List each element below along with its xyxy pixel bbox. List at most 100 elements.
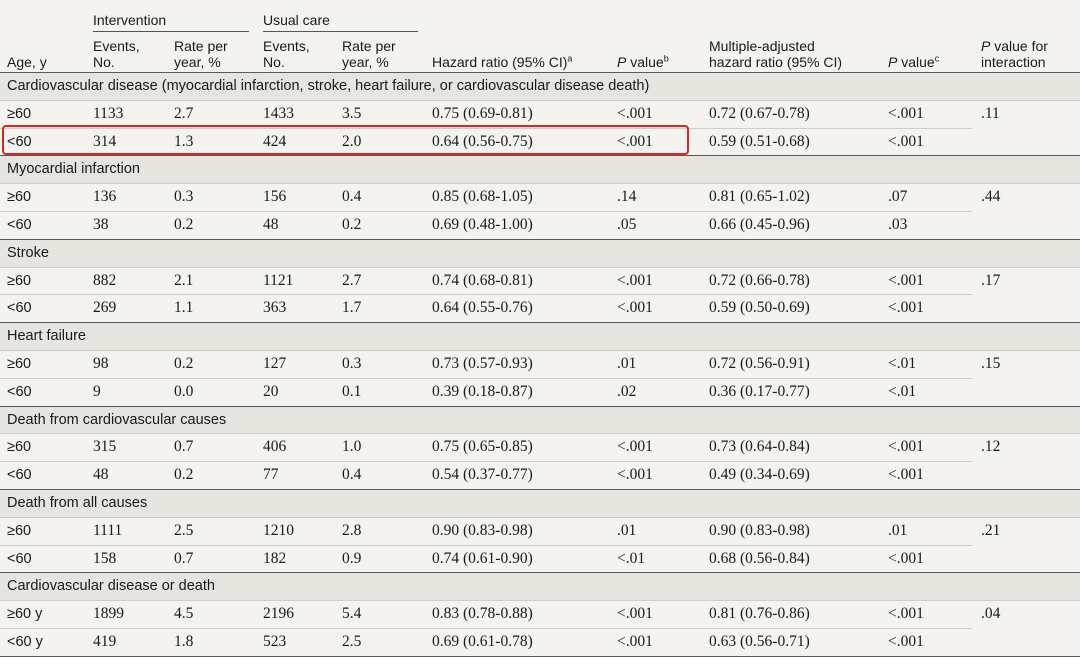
cell-int-rate: 2.1	[174, 272, 194, 289]
cell-uc-events: 127	[263, 355, 287, 372]
cell-madj: 0.59 (0.50-0.69)	[709, 299, 810, 316]
cell-int-events: 1133	[93, 105, 124, 122]
cell-int-events: 98	[93, 355, 109, 372]
cell-int-rate: 0.0	[174, 383, 194, 400]
row-divider	[0, 294, 972, 295]
cell-p-interaction: .04	[981, 605, 1001, 622]
cell-p: <.001	[617, 438, 653, 455]
cell-int-events: 48	[93, 466, 109, 483]
col-header-p-value: P valueb	[617, 53, 669, 70]
cell-int-rate: 0.7	[174, 438, 194, 455]
cell-hr: 0.83 (0.78-0.88)	[432, 605, 533, 622]
section-title: Cardiovascular disease (myocardial infar…	[7, 78, 650, 94]
cell-p: .02	[617, 383, 637, 400]
section-title: Death from all causes	[7, 495, 148, 511]
section-title: Stroke	[7, 245, 49, 261]
cell-uc-rate: 1.7	[342, 299, 362, 316]
cell-madj: 0.73 (0.64-0.84)	[709, 438, 810, 455]
cell-p2: .01	[888, 522, 908, 539]
cell-int-rate: 2.5	[174, 522, 194, 539]
cell-p2: <.001	[888, 633, 924, 650]
cell-madj: 0.66 (0.45-0.96)	[709, 216, 810, 233]
cell-p: <.001	[617, 272, 653, 289]
cell-p: <.001	[617, 105, 653, 122]
col-header-p-interaction: P value for interaction	[981, 38, 1048, 70]
cell-uc-rate: 0.2	[342, 216, 362, 233]
cell-p-interaction: .17	[981, 272, 1001, 289]
row-divider	[0, 628, 972, 629]
cell-uc-rate: 2.0	[342, 133, 362, 150]
section-header-row	[0, 156, 1080, 183]
cell-hr: 0.54 (0.37-0.77)	[432, 466, 533, 483]
cell-uc-rate: 0.9	[342, 550, 362, 567]
group-header-intervention: Intervention	[93, 12, 167, 28]
cell-uc-rate: 2.7	[342, 272, 362, 289]
section-title: Heart failure	[7, 328, 86, 344]
cell-uc-rate: 3.5	[342, 105, 362, 122]
col-header-uc-events: Events, No.	[263, 38, 310, 70]
cell-hr: 0.90 (0.83-0.98)	[432, 522, 533, 539]
cell-age: <60	[7, 300, 32, 316]
cell-uc-events: 1433	[263, 105, 294, 122]
cell-age: <60 y	[7, 634, 43, 650]
row-divider	[0, 267, 1080, 268]
cell-p2: .07	[888, 188, 908, 205]
cell-p-interaction: .12	[981, 438, 1001, 455]
cell-uc-events: 1121	[263, 272, 294, 289]
cell-p2: <.001	[888, 133, 924, 150]
cell-hr: 0.64 (0.55-0.76)	[432, 299, 533, 316]
cell-age: ≥60 y	[7, 606, 43, 622]
cell-int-rate: 0.2	[174, 216, 194, 233]
cell-p-interaction: .21	[981, 522, 1001, 539]
cell-int-events: 1111	[93, 522, 123, 539]
row-divider	[0, 100, 1080, 101]
cell-int-events: 9	[93, 383, 101, 400]
cell-p2: <.01	[888, 355, 917, 372]
cell-age: ≥60	[7, 273, 32, 289]
section-title: Cardiovascular disease or death	[7, 578, 215, 594]
highlight-box	[2, 125, 689, 155]
cell-hr: 0.64 (0.56-0.75)	[432, 133, 533, 150]
row-divider	[0, 378, 972, 379]
group-underline-intervention	[93, 31, 249, 32]
cell-uc-rate: 0.1	[342, 383, 362, 400]
cell-uc-events: 77	[263, 466, 279, 483]
cell-hr: 0.69 (0.48-1.00)	[432, 216, 533, 233]
cell-uc-events: 182	[263, 550, 287, 567]
cell-p: <.001	[617, 299, 653, 316]
row-divider	[0, 211, 972, 212]
row-divider	[0, 322, 1080, 323]
row-divider	[0, 517, 1080, 518]
cell-int-rate: 1.1	[174, 299, 194, 316]
section-title: Death from cardiovascular causes	[7, 412, 227, 428]
cell-p: .01	[617, 522, 637, 539]
cell-p: .14	[617, 188, 637, 205]
cell-p: .05	[617, 216, 637, 233]
section-header-row	[0, 490, 1080, 517]
cell-uc-rate: 0.4	[342, 466, 362, 483]
cell-int-events: 136	[93, 188, 117, 205]
col-header-multiple-adjusted: Multiple-adjusted hazard ratio (95% CI)	[709, 38, 843, 70]
cell-int-rate: 2.7	[174, 105, 194, 122]
cell-uc-events: 156	[263, 188, 287, 205]
cell-int-rate: 0.7	[174, 550, 194, 567]
section-header-row	[0, 573, 1080, 600]
section-header-row	[0, 73, 1080, 100]
cell-uc-rate: 2.8	[342, 522, 362, 539]
cell-p2: <.001	[888, 550, 924, 567]
row-divider	[0, 128, 972, 129]
col-header-int-rate: Rate per year, %	[174, 38, 228, 70]
cell-madj: 0.59 (0.51-0.68)	[709, 133, 810, 150]
cell-p: <.001	[617, 466, 653, 483]
cell-int-events: 269	[93, 299, 117, 316]
section-header-row	[0, 240, 1080, 267]
cell-int-rate: 1.8	[174, 633, 194, 650]
cell-madj: 0.63 (0.56-0.71)	[709, 633, 810, 650]
cell-uc-rate: 1.0	[342, 438, 362, 455]
section-header-row	[0, 407, 1080, 434]
cell-p: <.001	[617, 633, 653, 650]
cell-p-interaction: .44	[981, 188, 1001, 205]
cell-int-events: 882	[93, 272, 117, 289]
cell-int-events: 158	[93, 550, 117, 567]
cell-age: <60	[7, 551, 32, 567]
